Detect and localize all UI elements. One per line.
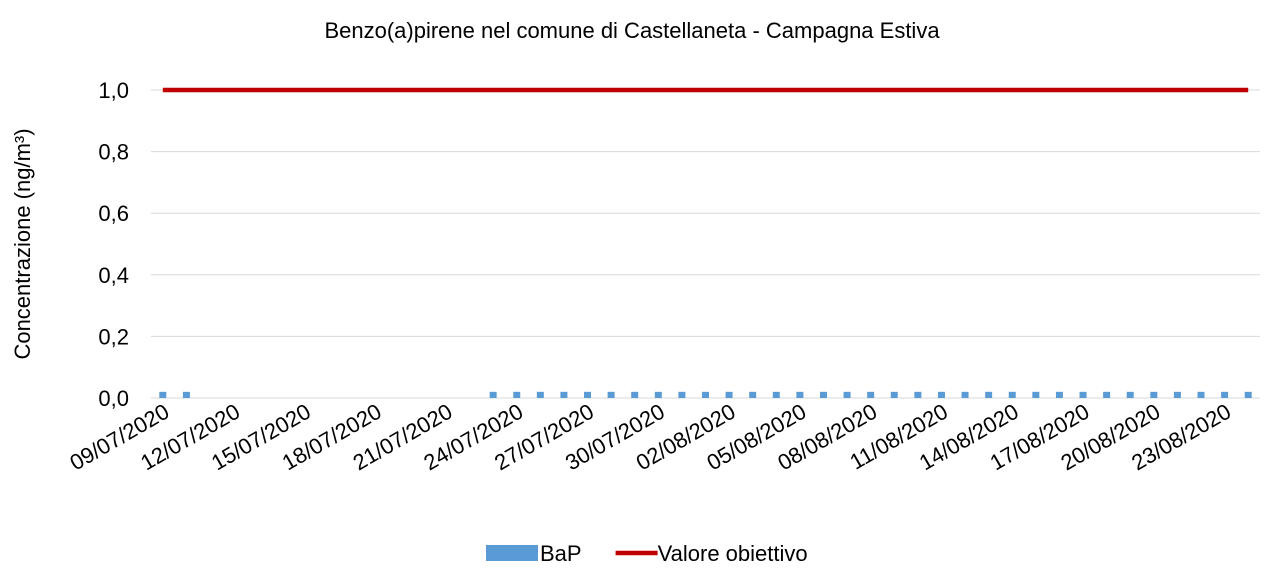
bar — [182, 391, 190, 398]
bar — [1079, 391, 1087, 398]
bar — [159, 391, 167, 398]
bar — [584, 391, 592, 398]
y-tick-label: 0,4 — [98, 263, 129, 288]
legend-label: Valore obiettivo — [658, 541, 808, 566]
bar — [1173, 391, 1181, 398]
bar — [560, 391, 568, 398]
bar — [1008, 391, 1016, 398]
y-tick-label: 0,8 — [98, 140, 129, 165]
bar — [843, 391, 851, 398]
y-tick-label: 0,2 — [98, 324, 129, 349]
bar — [631, 391, 639, 398]
y-tick-label: 1,0 — [98, 78, 129, 103]
bar — [536, 391, 544, 398]
bar — [914, 391, 922, 398]
bar — [513, 391, 521, 398]
y-tick-label: 0,0 — [98, 386, 129, 411]
bar — [725, 391, 733, 398]
bar — [772, 391, 780, 398]
bar — [1221, 391, 1229, 398]
legend-label: BaP — [540, 541, 582, 566]
bar — [607, 391, 615, 398]
bar — [1103, 391, 1111, 398]
bar — [796, 391, 804, 398]
bar — [749, 391, 757, 398]
bar — [1032, 391, 1040, 398]
bar — [702, 391, 709, 398]
bar — [1150, 391, 1158, 398]
bar — [890, 391, 898, 398]
y-axis-label: Concentrazione (ng/m³) — [10, 128, 35, 359]
bar — [961, 391, 969, 398]
bar — [867, 391, 875, 398]
bar — [489, 391, 497, 398]
bar — [819, 391, 827, 398]
chart-title: Benzo(a)pirene nel comune di Castellanet… — [324, 18, 940, 43]
bar — [1197, 391, 1205, 398]
bar — [1126, 391, 1134, 398]
bar — [654, 391, 662, 398]
bar — [1055, 391, 1063, 398]
bar — [937, 391, 945, 398]
bar — [678, 391, 686, 398]
y-tick-label: 0,6 — [98, 201, 129, 226]
bar — [1244, 391, 1252, 398]
legend-swatch — [486, 545, 538, 561]
bar — [985, 391, 993, 398]
